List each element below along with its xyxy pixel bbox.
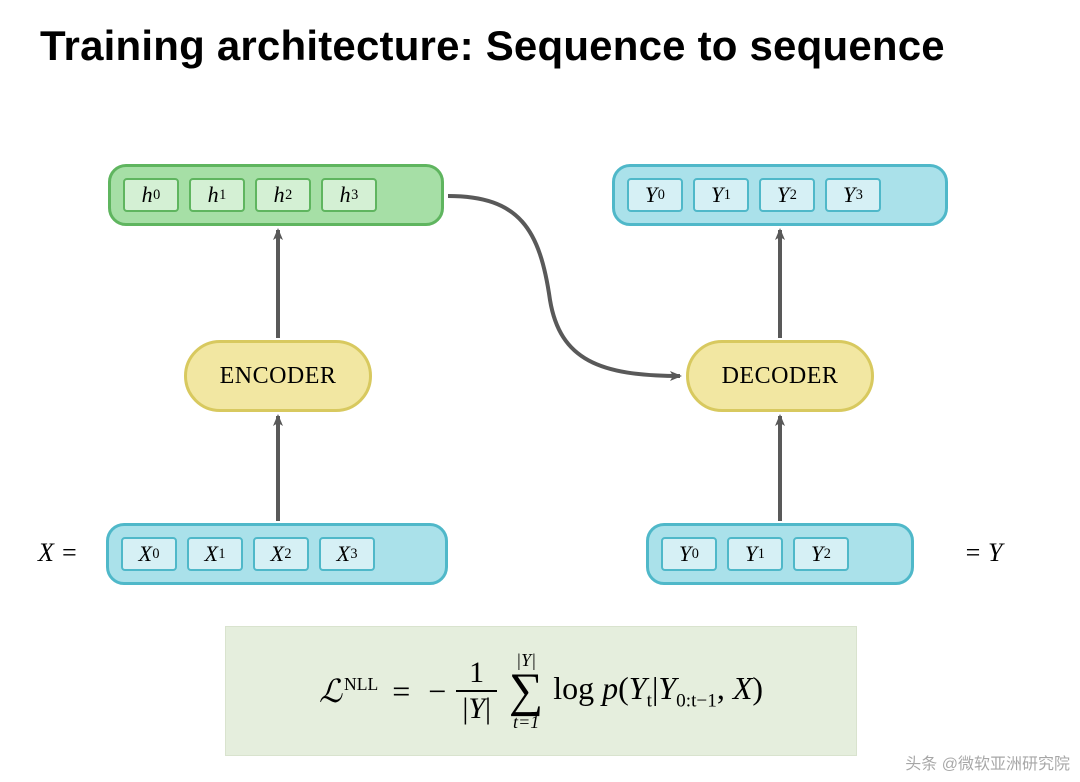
state-cell: X3 bbox=[319, 537, 375, 571]
state-cell: Y1 bbox=[727, 537, 783, 571]
decoder-output-box: Y0 Y1 Y2 Y3 bbox=[612, 164, 948, 226]
formula-sup-nll: NLL bbox=[344, 674, 378, 694]
state-cell: X0 bbox=[121, 537, 177, 571]
watermark-text: 头条 @微软亚洲研究院 bbox=[905, 750, 1070, 774]
state-cell: X1 bbox=[187, 537, 243, 571]
state-cell: h3 bbox=[321, 178, 377, 212]
output-label-y: = Y bbox=[964, 538, 1003, 568]
state-cell: Y0 bbox=[661, 537, 717, 571]
state-cell: h1 bbox=[189, 178, 245, 212]
state-cell: h0 bbox=[123, 178, 179, 212]
state-cell: Y1 bbox=[693, 178, 749, 212]
state-cell: X2 bbox=[253, 537, 309, 571]
loss-formula: ℒNLL = − 1 |Y| |Y| ∑ t=1 log p(Yt|Y0:t−1… bbox=[319, 651, 763, 730]
state-cell: Y3 bbox=[825, 178, 881, 212]
state-cell: Y0 bbox=[627, 178, 683, 212]
formula-rhs: log p(Yt|Y0:t−1, X) bbox=[553, 670, 763, 712]
formula-summation: |Y| ∑ t=1 bbox=[509, 651, 543, 730]
diagram-canvas: Training architecture: Sequence to seque… bbox=[0, 0, 1080, 782]
formula-script-L: ℒ bbox=[319, 673, 342, 709]
page-title: Training architecture: Sequence to seque… bbox=[40, 22, 945, 70]
decoder-block: DECODER bbox=[686, 340, 874, 412]
decoder-input-box: Y0 Y1 Y2 bbox=[646, 523, 914, 585]
encoder-input-box: X0 X1 X2 X3 bbox=[106, 523, 448, 585]
loss-formula-box: ℒNLL = − 1 |Y| |Y| ∑ t=1 log p(Yt|Y0:t−1… bbox=[225, 626, 857, 756]
state-cell: Y2 bbox=[759, 178, 815, 212]
fraction-denominator: |Y| bbox=[456, 692, 497, 726]
encoder-block: ENCODER bbox=[184, 340, 372, 412]
formula-fraction: 1 |Y| bbox=[456, 656, 497, 726]
state-cell: Y2 bbox=[793, 537, 849, 571]
fraction-numerator: 1 bbox=[463, 656, 490, 690]
state-cell: h2 bbox=[255, 178, 311, 212]
input-label-x: X = bbox=[38, 538, 78, 568]
encoder-output-box: h0 h1 h2 h3 bbox=[108, 164, 444, 226]
